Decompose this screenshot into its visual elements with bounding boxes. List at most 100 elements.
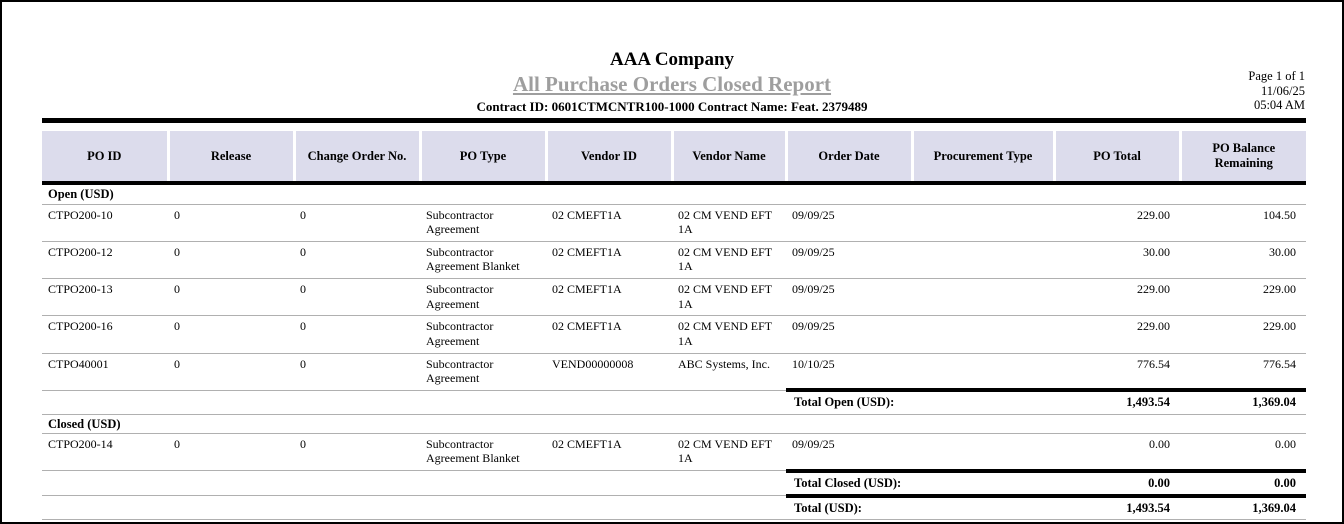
cell-procurement-type	[912, 204, 1054, 242]
cell-po-type: Subcontractor Agreement	[420, 204, 546, 242]
cell-vendor-id: VEND00000008	[546, 353, 672, 391]
cell-order-date: 09/09/25	[786, 315, 912, 354]
table-row: CTPO40001 0 0 Subcontractor Agreement VE…	[42, 353, 1306, 391]
cell-vendor-name: ABC Systems, Inc.	[672, 353, 786, 391]
table-row: CTPO200-13 0 0 Subcontractor Agreement 0…	[42, 278, 1306, 317]
cell-po-type: Subcontractor Agreement Blanket	[420, 241, 546, 280]
cell-po-total: 0.00	[1054, 433, 1180, 472]
cell-po-total: 229.00	[1054, 204, 1180, 242]
column-header-vendor-id: Vendor ID	[544, 131, 672, 186]
company-name: AAA Company	[609, 49, 735, 70]
total-open-row: Total Open (USD): 1,493.54 1,369.04	[42, 388, 1306, 415]
cell-vendor-name: 02 CM VEND EFT 1A	[672, 278, 786, 317]
total-closed-po-total: 0.00	[1054, 468, 1180, 497]
cell-change-order: 0	[294, 353, 420, 391]
column-header-procurement-type: Procurement Type	[910, 131, 1054, 186]
report-header: AAA Company All Purchase Orders Closed R…	[2, 2, 1342, 114]
cell-po-balance: 104.50	[1180, 204, 1306, 242]
cell-po-type: Subcontractor Agreement Blanket	[420, 433, 546, 472]
header-rule	[42, 118, 1306, 124]
column-header-po-type: PO Type	[418, 131, 546, 186]
cell-release: 0	[168, 433, 294, 472]
cell-po-balance: 776.54	[1180, 353, 1306, 391]
total-closed-row: Total Closed (USD): 0.00 0.00	[42, 468, 1306, 497]
cell-change-order: 0	[294, 315, 420, 354]
grand-total-po-balance: 1,369.04	[1180, 493, 1306, 521]
column-header-po-balance: PO Balance Remaining	[1178, 131, 1306, 186]
cell-order-date: 09/09/25	[786, 241, 912, 280]
page-number: Page 1 of 1	[1248, 69, 1305, 83]
cell-procurement-type	[912, 353, 1054, 391]
cell-procurement-type	[912, 433, 1054, 472]
total-closed-label: Total Closed (USD):	[786, 468, 1054, 497]
cell-vendor-id: 02 CMEFT1A	[546, 433, 672, 472]
total-open-po-balance: 1,369.04	[1180, 388, 1306, 415]
cell-po-balance: 0.00	[1180, 433, 1306, 472]
cell-vendor-name: 02 CM VEND EFT 1A	[672, 315, 786, 354]
section-header-open: Open (USD)	[42, 183, 1306, 205]
column-header-vendor-name: Vendor Name	[670, 131, 786, 186]
grand-total-row: Total (USD): 1,493.54 1,369.04	[42, 493, 1306, 521]
page-info: Page 1 of 1 11/06/25 05:04 AM	[1248, 69, 1305, 113]
cell-po-balance: 229.00	[1180, 315, 1306, 354]
table-row: CTPO200-16 0 0 Subcontractor Agreement 0…	[42, 315, 1306, 354]
cell-po-total: 776.54	[1054, 353, 1180, 391]
cell-change-order: 0	[294, 241, 420, 280]
section-header-closed: Closed (USD)	[42, 414, 1306, 434]
cell-po-id: CTPO40001	[42, 353, 168, 391]
cell-po-total: 30.00	[1054, 241, 1180, 280]
grand-total-label: Total (USD):	[786, 493, 1054, 521]
cell-po-balance: 229.00	[1180, 278, 1306, 317]
cell-po-id: CTPO200-10	[42, 204, 168, 242]
cell-order-date: 09/09/25	[786, 278, 912, 317]
report-title: All Purchase Orders Closed Report	[512, 72, 832, 97]
cell-po-total: 229.00	[1054, 278, 1180, 317]
table-row: CTPO200-14 0 0 Subcontractor Agreement B…	[42, 433, 1306, 472]
column-header-change-order: Change Order No.	[292, 131, 420, 186]
cell-vendor-id: 02 CMEFT1A	[546, 241, 672, 280]
cell-release: 0	[168, 278, 294, 317]
purchase-orders-table: PO ID Release Change Order No. PO Type V…	[42, 131, 1306, 521]
grand-total-po-total: 1,493.54	[1054, 493, 1180, 521]
total-closed-po-balance: 0.00	[1180, 468, 1306, 497]
cell-vendor-name: 02 CM VEND EFT 1A	[672, 204, 786, 242]
report-date: 11/06/25	[1261, 83, 1305, 98]
table-row: CTPO200-12 0 0 Subcontractor Agreement B…	[42, 241, 1306, 280]
cell-release: 0	[168, 204, 294, 242]
cell-po-type: Subcontractor Agreement	[420, 353, 546, 391]
cell-vendor-name: 02 CM VEND EFT 1A	[672, 433, 786, 472]
cell-po-id: CTPO200-14	[42, 433, 168, 472]
section-label: Open (USD)	[42, 183, 1306, 205]
cell-change-order: 0	[294, 204, 420, 242]
table-row: CTPO200-10 0 0 Subcontractor Agreement 0…	[42, 204, 1306, 242]
column-header-order-date: Order Date	[784, 131, 912, 186]
contract-info: Contract ID: 0601CTMCNTR100-1000 Contrac…	[476, 98, 868, 114]
cell-procurement-type	[912, 278, 1054, 317]
cell-order-date: 09/09/25	[786, 204, 912, 242]
cell-po-type: Subcontractor Agreement	[420, 278, 546, 317]
cell-release: 0	[168, 241, 294, 280]
cell-order-date: 10/10/25	[786, 353, 912, 391]
cell-procurement-type	[912, 241, 1054, 280]
cell-change-order: 0	[294, 278, 420, 317]
total-open-po-total: 1,493.54	[1054, 388, 1180, 415]
column-header-release: Release	[166, 131, 294, 186]
cell-vendor-id: 02 CMEFT1A	[546, 204, 672, 242]
cell-po-id: CTPO200-12	[42, 241, 168, 280]
cell-po-total: 229.00	[1054, 315, 1180, 354]
column-header-po-total: PO Total	[1052, 131, 1180, 186]
table-header-row: PO ID Release Change Order No. PO Type V…	[42, 131, 1306, 186]
cell-order-date: 09/09/25	[786, 433, 912, 472]
cell-procurement-type	[912, 315, 1054, 354]
cell-release: 0	[168, 315, 294, 354]
cell-po-id: CTPO200-13	[42, 278, 168, 317]
column-header-po-id: PO ID	[42, 131, 168, 186]
report-time: 05:04 AM	[1253, 98, 1305, 112]
section-label: Closed (USD)	[42, 414, 1306, 434]
cell-change-order: 0	[294, 433, 420, 472]
cell-po-id: CTPO200-16	[42, 315, 168, 354]
cell-vendor-id: 02 CMEFT1A	[546, 315, 672, 354]
cell-vendor-name: 02 CM VEND EFT 1A	[672, 241, 786, 280]
total-open-label: Total Open (USD):	[786, 388, 1054, 415]
